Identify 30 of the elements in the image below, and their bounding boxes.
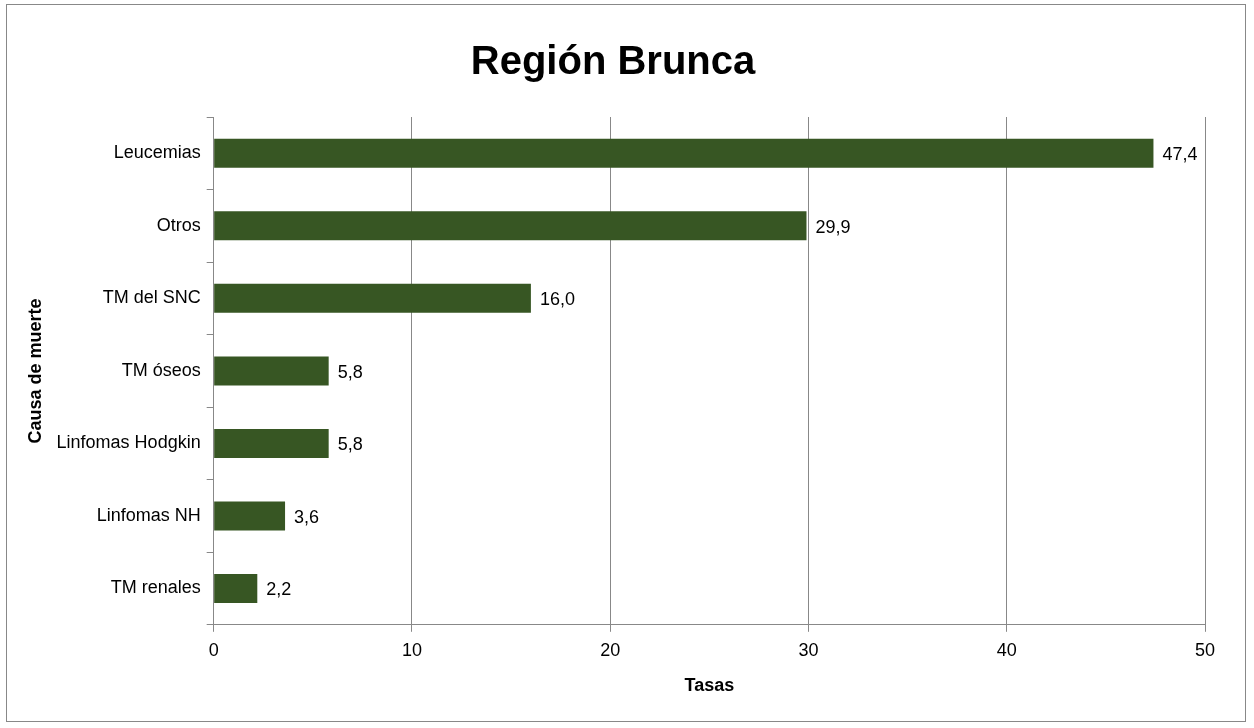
y-tick-label: TM renales [110, 577, 201, 598]
x-tick-label: 0 [208, 639, 219, 660]
bar [214, 428, 329, 458]
x-axis-title: Tasas [684, 675, 735, 696]
data-label: 5,8 [337, 361, 363, 382]
x-tick-label: 30 [798, 639, 819, 660]
bar [214, 574, 258, 604]
bar [214, 138, 1154, 168]
x-tick-label: 20 [600, 639, 621, 660]
chart-title: Región Brunca [470, 38, 756, 83]
y-tick-label: Linfomas Hodgkin [56, 432, 201, 453]
bar [214, 211, 807, 241]
data-label: 47,4 [1162, 144, 1198, 165]
x-tick-label: 40 [996, 639, 1017, 660]
x-tick-label: 50 [1194, 639, 1216, 660]
y-tick-label: Linfomas NH [96, 504, 201, 525]
bar [214, 501, 286, 531]
data-label: 29,9 [815, 216, 851, 237]
data-label: 5,8 [337, 434, 363, 455]
y-axis-title: Causa de muerte [24, 298, 45, 444]
y-tick-label: Otros [156, 214, 201, 235]
bar [214, 356, 329, 386]
data-label: 16,0 [539, 289, 575, 310]
data-label: 2,2 [266, 579, 292, 600]
x-tick-label: 10 [401, 639, 422, 660]
y-tick-label: Leucemias [113, 142, 201, 163]
y-tick-label: TM óseos [121, 359, 201, 380]
bar [214, 283, 531, 313]
data-label: 3,6 [294, 506, 320, 527]
y-tick-label: TM del SNC [102, 287, 201, 308]
